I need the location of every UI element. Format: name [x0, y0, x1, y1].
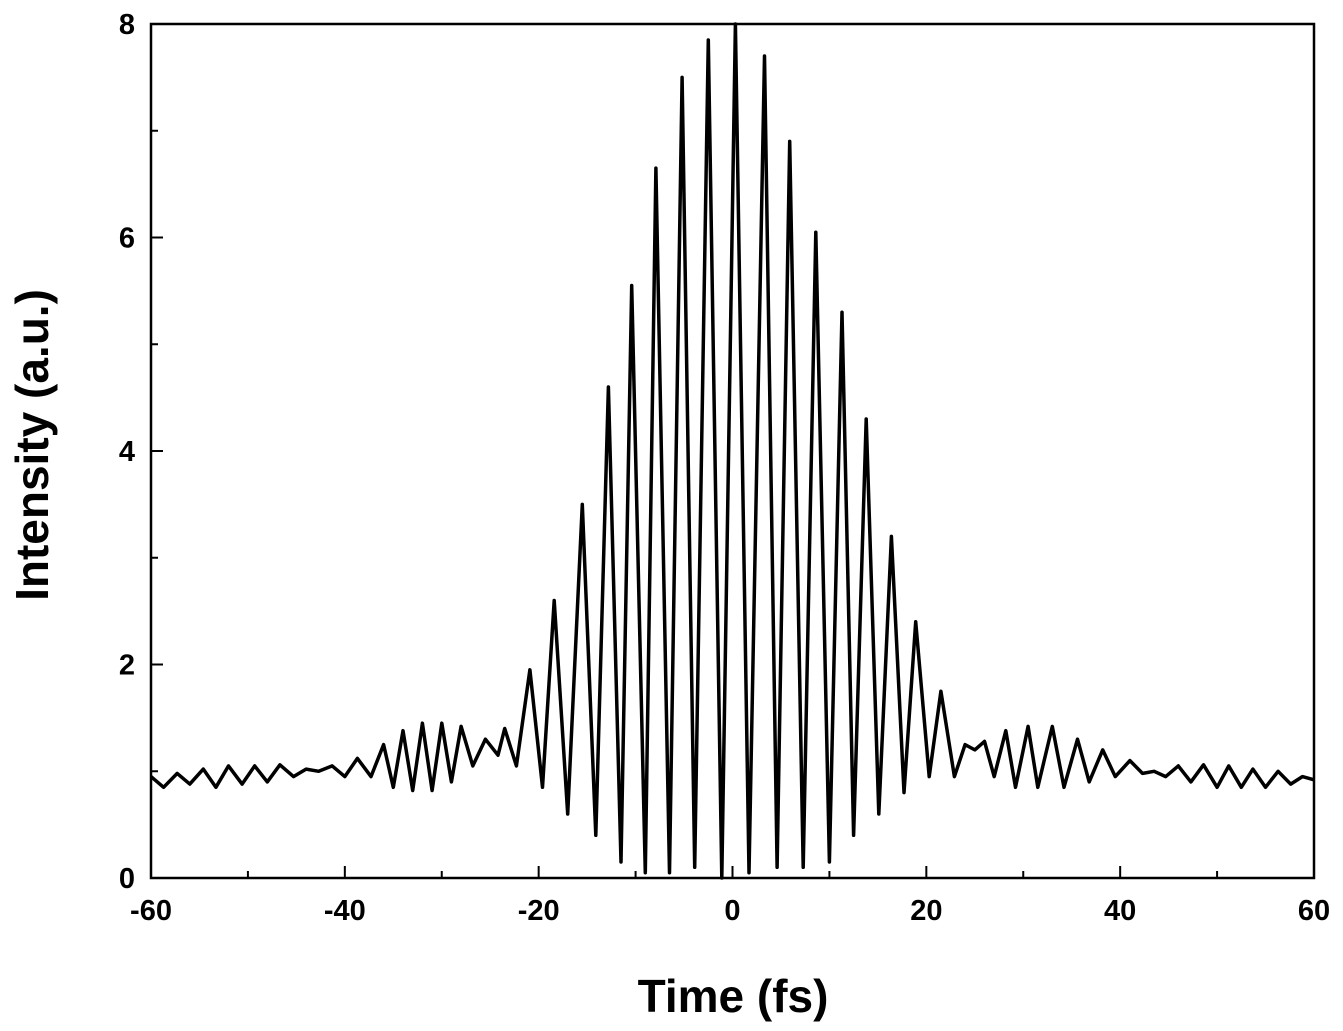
x-tick-label: 60: [1298, 895, 1330, 927]
y-axis-title: Intensity (a.u.): [6, 289, 58, 601]
x-tick-label: 40: [1104, 895, 1136, 927]
data-line: [149, 22, 1315, 880]
y-tick-label: 2: [119, 650, 135, 682]
x-axis-title: Time (fs): [638, 970, 829, 1022]
y-tick-label: 6: [119, 223, 135, 255]
x-tick-label: -40: [324, 895, 366, 927]
x-tick-label: 20: [910, 895, 942, 927]
x-tick-label: -60: [130, 895, 172, 927]
y-tick-label: 4: [119, 436, 135, 468]
x-tick-label: 0: [724, 895, 740, 927]
x-tick-label: -20: [518, 895, 560, 927]
y-tick-label: 8: [119, 9, 135, 41]
y-tick-label: 0: [119, 863, 135, 895]
